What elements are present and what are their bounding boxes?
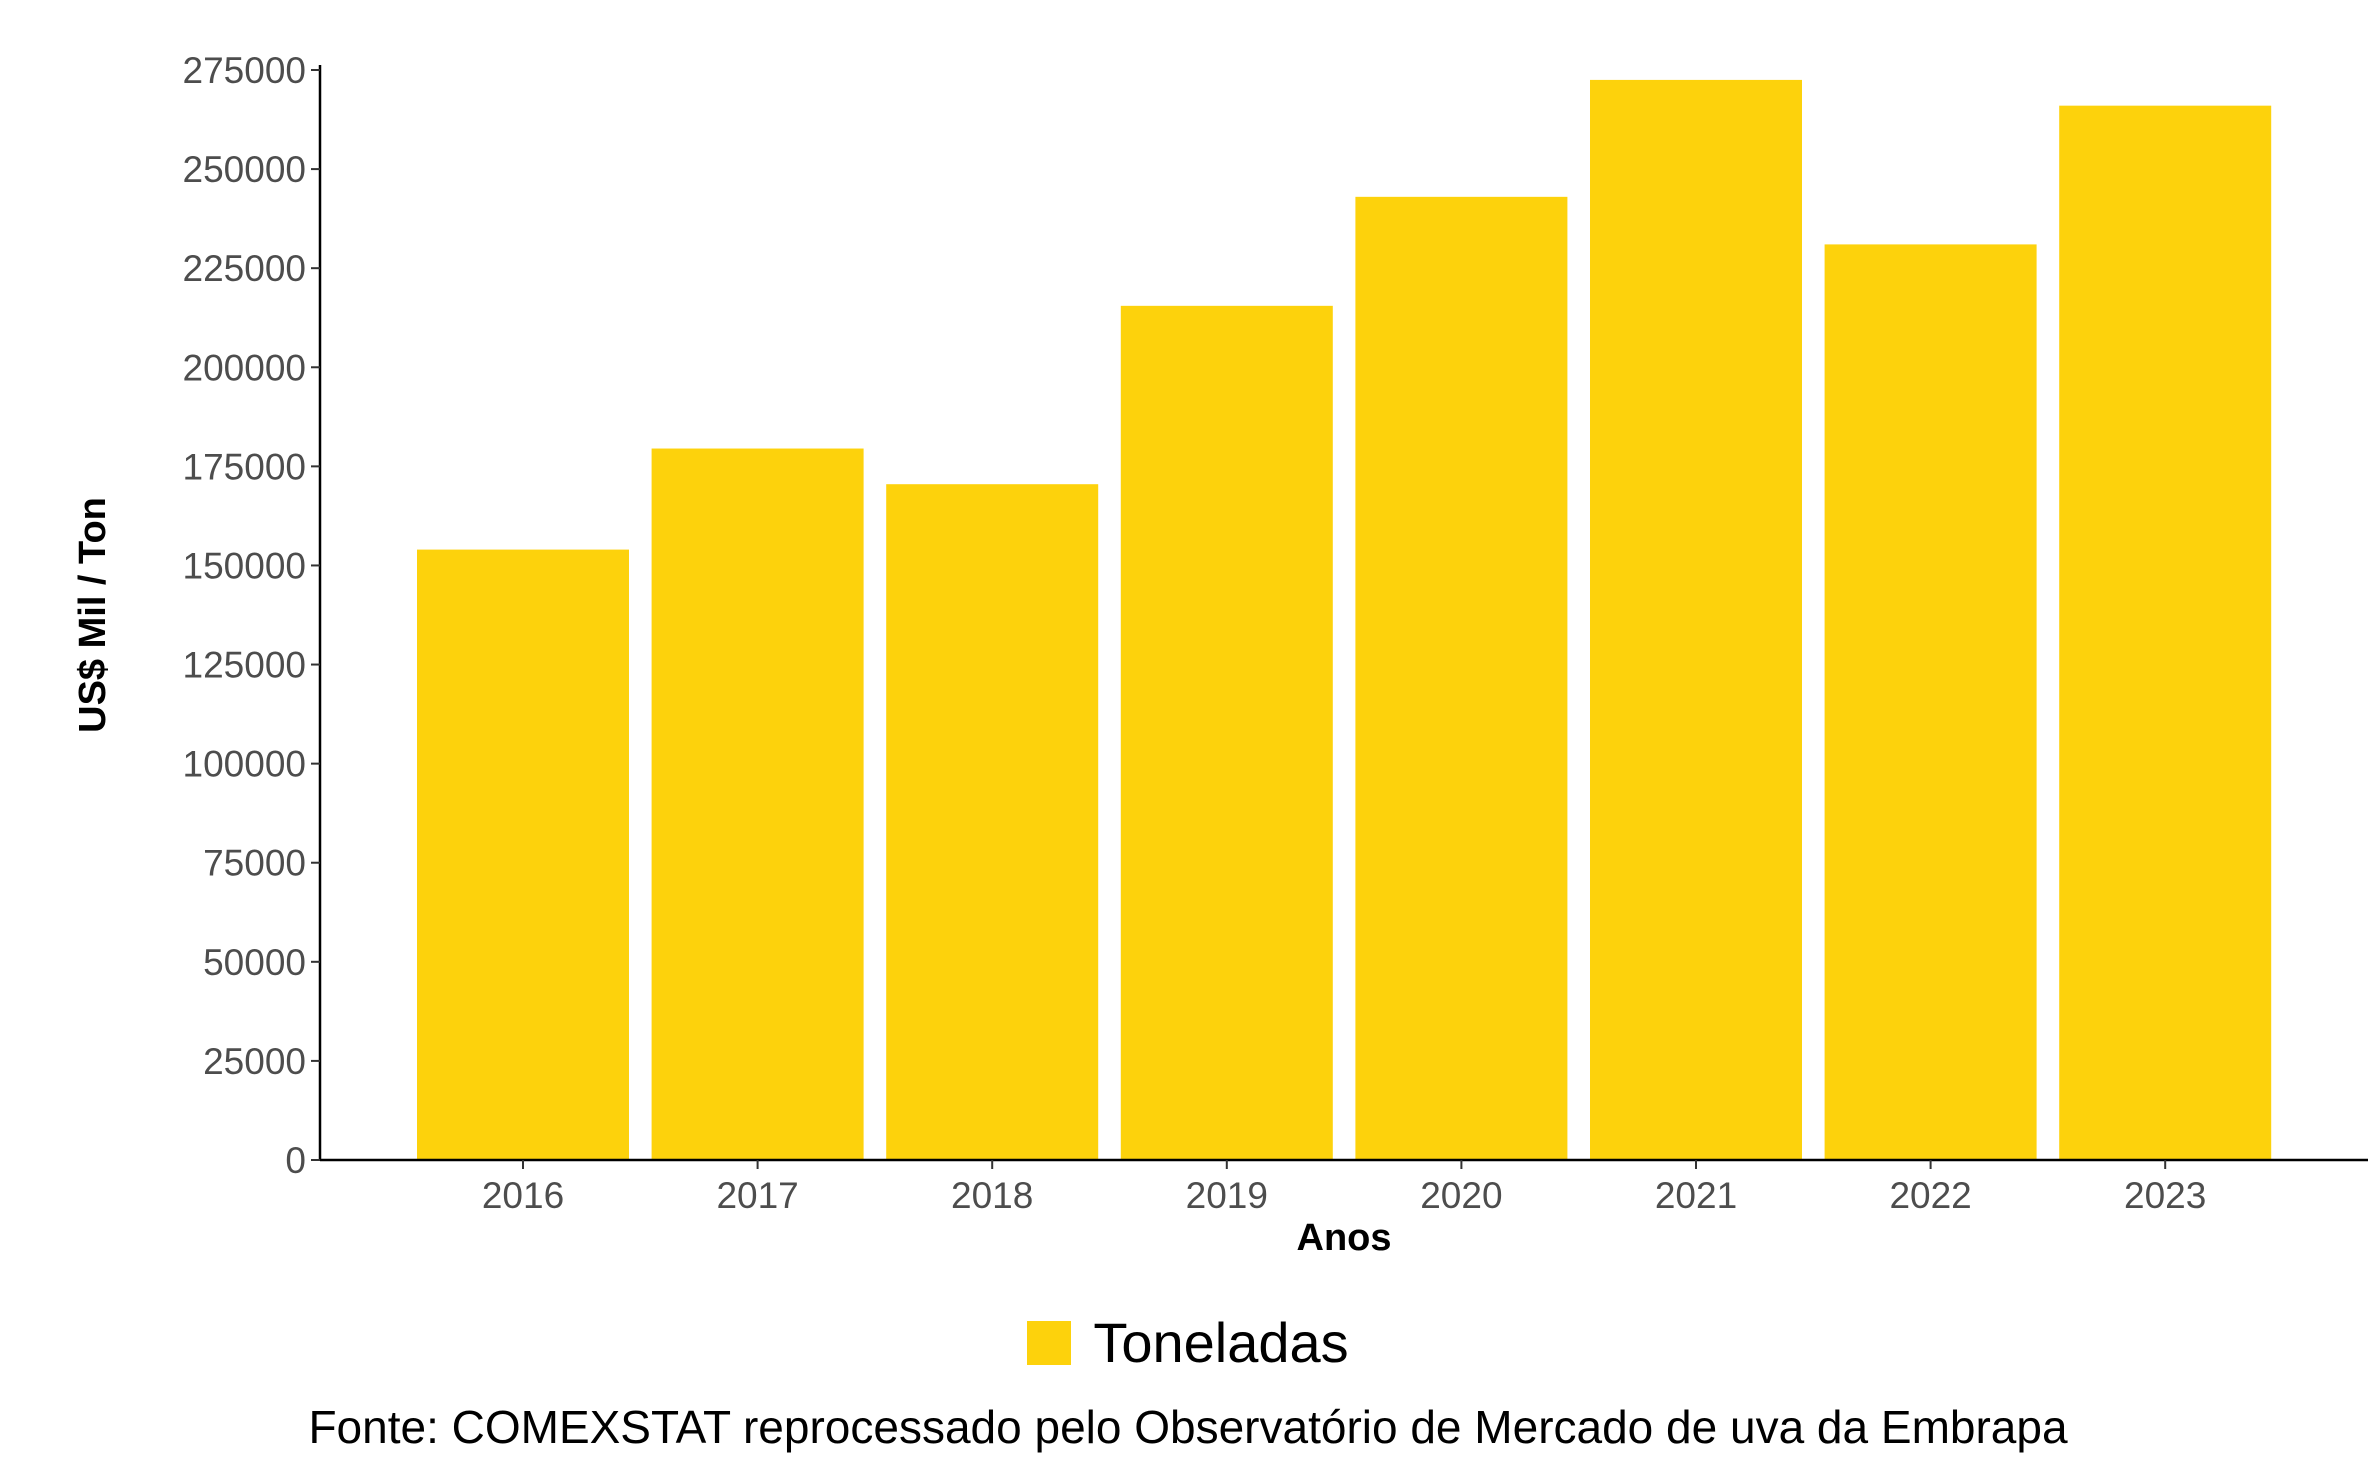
- x-tick-label: 2019: [1186, 1175, 1268, 1216]
- bar-2017: [651, 448, 864, 1160]
- y-tick-label: 200000: [183, 347, 306, 388]
- x-tick-label: 2016: [482, 1175, 564, 1216]
- bar-2020: [1355, 196, 1568, 1160]
- y-tick-label: 50000: [203, 942, 306, 983]
- bar-2023: [2059, 105, 2272, 1160]
- bar-2018: [886, 484, 1099, 1160]
- legend: Toneladas: [0, 1310, 2376, 1375]
- y-axis-title: US$ Mil / Ton: [72, 497, 114, 733]
- y-tick-label: 275000: [183, 50, 306, 91]
- bar-2021: [1590, 79, 1802, 1161]
- x-axis: 2016 2017 2018 2019 2020 2021 2022 2023: [320, 1158, 2368, 1216]
- y-tick-label: 25000: [203, 1041, 306, 1082]
- y-tick-label: 250000: [183, 149, 306, 190]
- y-tick-label: 125000: [183, 645, 306, 686]
- x-tick-label: 2020: [1420, 1175, 1502, 1216]
- y-tick-label: 100000: [183, 744, 306, 785]
- x-axis-title: Anos: [1297, 1217, 1392, 1259]
- y-tick-label: 225000: [183, 248, 306, 289]
- bar-chart: 0 25000 50000 75000 100000 125000 150000 175000…: [72, 50, 2368, 1259]
- legend-swatch: [1027, 1320, 1072, 1365]
- y-tick-label: 175000: [183, 446, 306, 487]
- x-tick-label: 2021: [1655, 1175, 1737, 1216]
- legend-label: Toneladas: [1093, 1311, 1349, 1374]
- bar-2019: [1120, 305, 1333, 1160]
- x-tick-label: 2018: [951, 1175, 1033, 1216]
- x-tick-label: 2022: [1889, 1175, 1971, 1216]
- bar-2022: [1824, 244, 2037, 1160]
- y-tick-label: 0: [285, 1140, 306, 1181]
- y-axis: 0 25000 50000 75000 100000 125000 150000 175000…: [183, 50, 322, 1181]
- x-tick-label: 2023: [2124, 1175, 2206, 1216]
- bars-group: [417, 79, 2272, 1161]
- bar-2016: [417, 549, 629, 1160]
- y-tick-label: 150000: [183, 545, 306, 586]
- x-tick-label: 2017: [716, 1175, 798, 1216]
- y-tick-label: 75000: [203, 843, 306, 884]
- source-caption: Fonte: COMEXSTAT reprocessado pelo Obser…: [308, 1401, 2068, 1453]
